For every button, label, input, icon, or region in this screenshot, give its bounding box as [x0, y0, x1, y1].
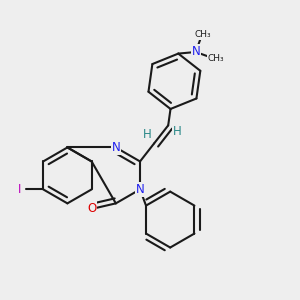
Text: CH₃: CH₃ — [207, 54, 224, 63]
Text: CH₃: CH₃ — [195, 30, 212, 39]
Text: I: I — [18, 183, 22, 196]
Text: N: N — [136, 183, 144, 196]
Text: N: N — [192, 45, 201, 58]
Text: H: H — [143, 128, 152, 141]
Text: O: O — [87, 202, 97, 214]
Text: H: H — [173, 124, 182, 138]
Text: N: N — [112, 141, 120, 154]
